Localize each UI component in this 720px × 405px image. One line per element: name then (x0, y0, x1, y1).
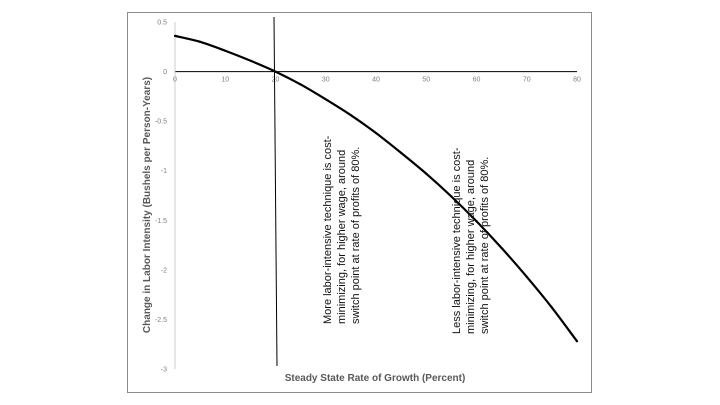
y-tick-labels: 0.5 0 -0.5 -1 -1.5 -2 -2.5 -3 (155, 20, 167, 374)
y-tick-label: -1 (161, 168, 167, 175)
y-tick-label: -3 (161, 367, 167, 374)
x-tick-label: 60 (473, 77, 481, 84)
series-point (224, 49, 227, 52)
y-tick-label: -2 (161, 267, 167, 274)
series-point (249, 59, 252, 62)
switch-point-vertical-line (273, 16, 278, 367)
chart-svg: 0.5 0 -0.5 -1 -1.5 -2 -2.5 -3 0 10 20 30 40 50 60 70 80… (142, 16, 581, 384)
chart-frame: 0.5 0 -0.5 -1 -1.5 -2 -2.5 -3 0 10 20 30 40 50 60 70 80… (127, 12, 592, 393)
annotation-left-line-2: minimizing, for higher wage, around (336, 150, 348, 324)
x-tick-label: 10 (221, 77, 229, 84)
series-point (525, 275, 528, 278)
x-axis-title: Steady State Rate of Growth (Percent) (285, 373, 466, 384)
y-tick-label: 0 (163, 69, 167, 76)
series-point (575, 340, 579, 343)
series-point (374, 131, 378, 135)
y-tick-label: -0.5 (155, 119, 167, 126)
series-point (425, 172, 428, 175)
series-point (173, 34, 177, 37)
series-point (475, 220, 478, 223)
y-tick-label: -1.5 (155, 218, 167, 225)
series-point (274, 70, 277, 73)
series-point (349, 114, 352, 117)
annotation-left-line-1: More labor-intensive technique is cost- (322, 135, 334, 324)
y-tick-label: 0.5 (157, 20, 167, 27)
x-tick-label: 70 (523, 77, 531, 84)
series-point (450, 195, 453, 198)
x-tick-label: 30 (322, 77, 330, 84)
series-point (299, 83, 302, 86)
x-tick-label: 50 (422, 77, 430, 84)
x-tick-labels: 01020304050607080 (173, 77, 581, 84)
x-tick-label: 20 (272, 77, 280, 84)
series-points (173, 34, 579, 343)
x-tick-label: 80 (573, 77, 581, 84)
y-tick-label: -2.5 (155, 317, 167, 324)
series-point (199, 40, 202, 43)
x-tick-label: 40 (372, 77, 380, 84)
annotation-left-line-3: switch point at rate of profits of 80%. (350, 147, 362, 324)
annotation-right: Less labor-intensive technique is cost- … (451, 144, 491, 334)
y-axis-title: Change in Labor Intensity (Bushels per P… (142, 77, 153, 333)
series-point (400, 151, 403, 154)
annotation-left: More labor-intensive technique is cost- … (322, 133, 362, 324)
annotation-right-line-3: switch point at rate of profits of 80%. (479, 157, 491, 334)
annotation-right-line-1: Less labor-intensive technique is cost- (451, 147, 463, 334)
series-point (500, 246, 503, 250)
annotation-right-line-2: minimizing, for higher wage, around (465, 160, 477, 334)
series-point (550, 306, 553, 309)
series-point (324, 98, 327, 101)
